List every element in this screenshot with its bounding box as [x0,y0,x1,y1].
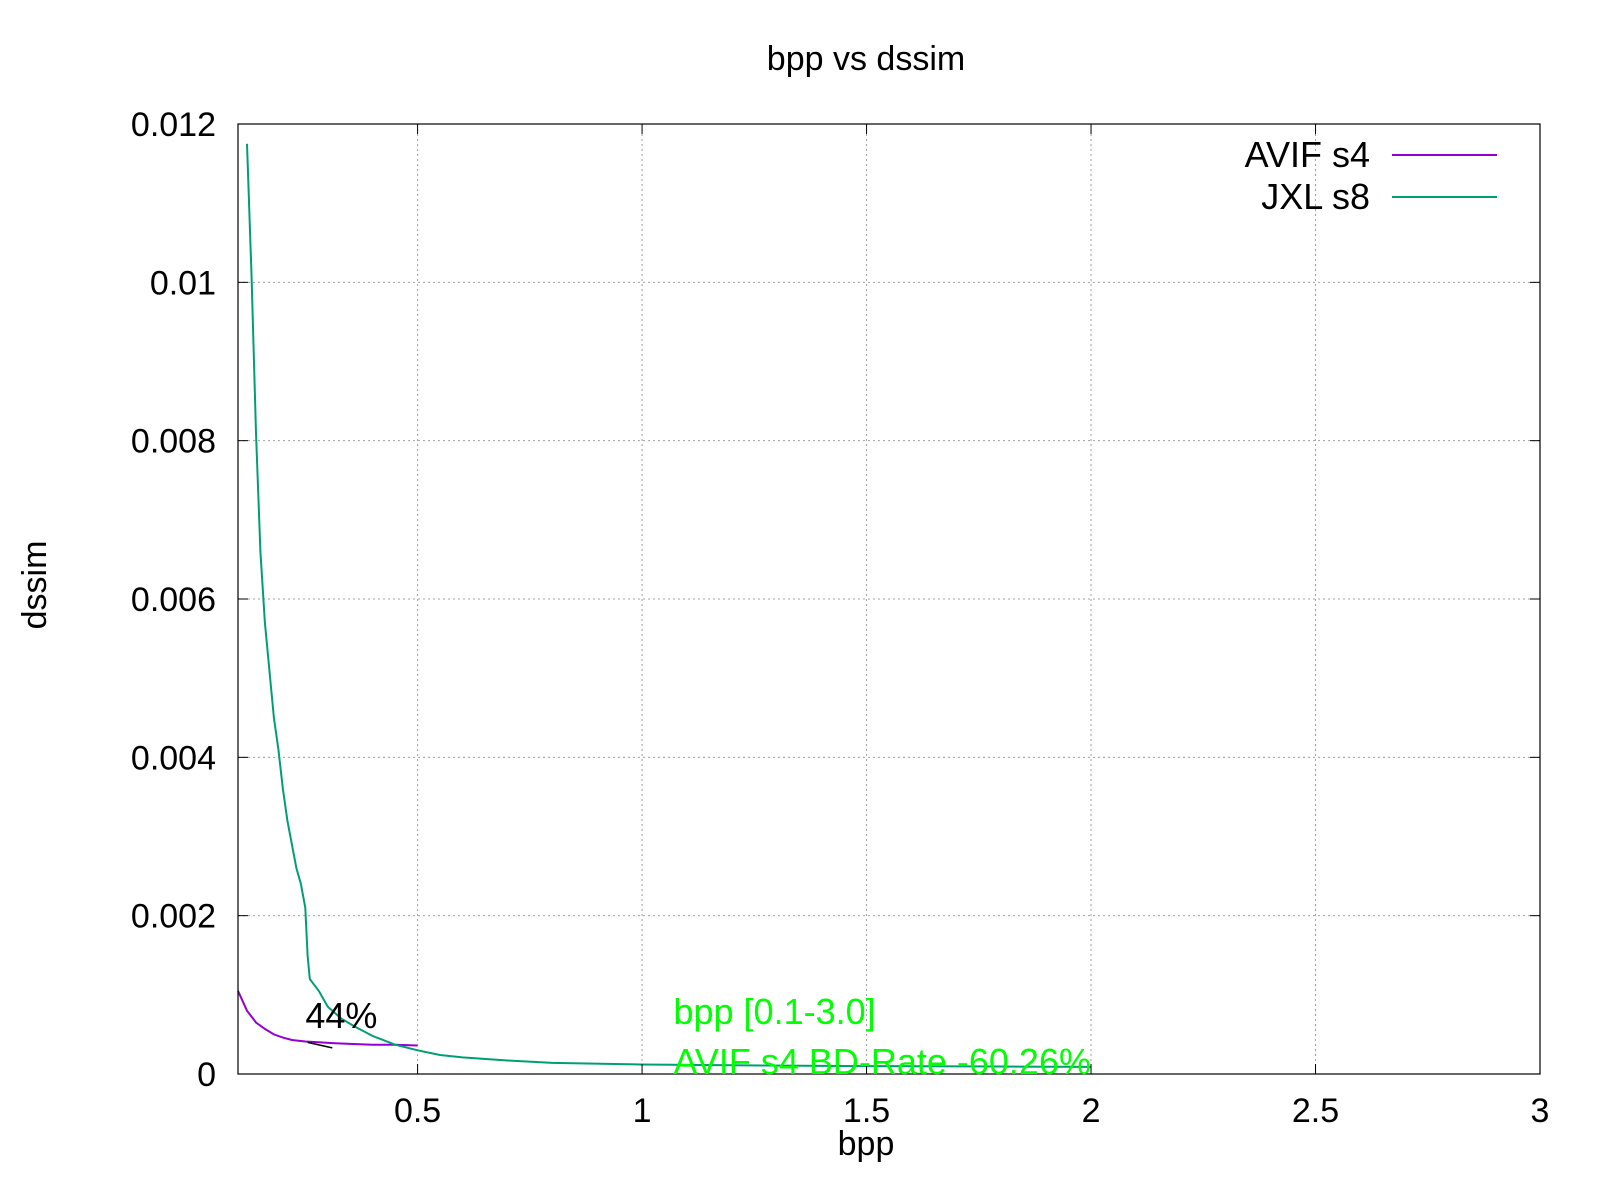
x-tick-label: 2 [1082,1092,1101,1130]
axis-ticks: 0.5 1 1.5 2 2.5 3 0 0.002 0.004 0.006 0.008 0.01 0.0… [131,106,1550,1130]
chart-title: bpp vs dssim [767,40,965,78]
grid-lines [238,123,1541,1074]
series-layer [237,143,1092,1068]
legend-label: JXL s8 [1261,176,1370,217]
x-axis-title: bpp [838,1125,895,1163]
x-tick-label: 1 [633,1092,652,1130]
legend-label: AVIF s4 [1245,134,1370,175]
x-tick-label: 2.5 [1292,1092,1339,1130]
annotation-label: AVIF s4 BD-Rate -60.26% [673,1041,1091,1082]
x-tick-label: 0.5 [394,1092,441,1130]
x-tick-label: 3 [1531,1092,1550,1130]
y-tick-label: 0.01 [150,264,216,302]
y-axis-title: dssim [16,541,54,630]
y-tick-label: 0 [197,1056,216,1094]
y-tick-label: 0.002 [131,898,216,936]
y-tick-label: 0.006 [131,581,216,619]
series-line-avif-s4 [237,990,418,1047]
annotation-label: 44% [305,995,377,1036]
annotation-arrow [307,1041,333,1049]
annotations: 44% bpp [0.1-3.0] AVIF s4 BD-Rate -60.26% [305,991,1091,1082]
y-tick-label: 0.012 [131,106,216,144]
plot-frame [237,123,1541,1075]
y-tick-label: 0.008 [131,423,216,461]
y-tick-label: 0.004 [131,739,216,777]
annotation-label: bpp [0.1-3.0] [673,991,875,1032]
series-line-jxl-s8 [246,143,1092,1068]
x-tick-label: 1.5 [843,1092,890,1130]
